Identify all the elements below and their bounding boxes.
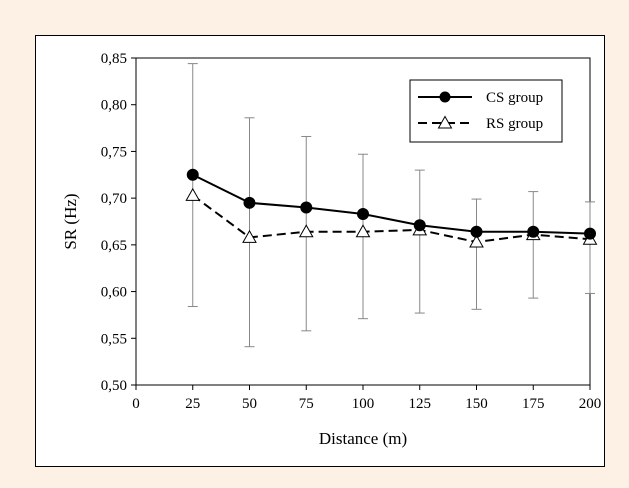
x-tick-label: 125 bbox=[409, 396, 432, 412]
data-point-rs-group bbox=[298, 224, 314, 238]
y-tick-label: 0,80 bbox=[101, 98, 127, 114]
line-chart: 0,50 0,55 0,60 0,65 0,70 0,75 0,80 0,85 0 25 50 75 1… bbox=[61, 51, 602, 448]
legend-marker-cs-group bbox=[439, 91, 451, 103]
x-tick-label: 75 bbox=[299, 396, 314, 412]
y-tick-label: 0,55 bbox=[101, 331, 127, 347]
error-bars bbox=[187, 63, 595, 348]
x-tick-label: 100 bbox=[352, 396, 375, 412]
series-line-rs-group bbox=[192, 194, 591, 244]
y-tick-label: 0,85 bbox=[101, 51, 127, 67]
legend: CS group RS group bbox=[409, 79, 563, 143]
figure-frame: 0,50 0,55 0,60 0,65 0,70 0,75 0,80 0,85 0 25 50 75 1… bbox=[35, 35, 605, 467]
series-lines bbox=[192, 173, 591, 244]
data-point-cs-group bbox=[300, 201, 313, 214]
data-point-cs-group bbox=[527, 225, 540, 238]
x-tick-label: 200 bbox=[579, 396, 602, 412]
legend-marker-rs-group bbox=[437, 115, 453, 129]
x-tick-label: 50 bbox=[242, 396, 257, 412]
legend-box bbox=[409, 79, 563, 143]
axes: 0,50 0,55 0,60 0,65 0,70 0,75 0,80 0,85 0 25 50 75 1… bbox=[101, 51, 602, 412]
data-point-cs-group bbox=[186, 168, 199, 181]
y-tick-label: 0,60 bbox=[101, 285, 127, 301]
data-point-rs-group bbox=[355, 224, 371, 238]
data-point-rs-group bbox=[242, 229, 257, 243]
x-tick-label: 175 bbox=[522, 396, 545, 412]
data-point-cs-group bbox=[584, 227, 596, 240]
x-tick-label: 150 bbox=[465, 396, 488, 412]
data-point-cs-group bbox=[413, 219, 426, 232]
x-tick-label: 25 bbox=[185, 396, 200, 412]
y-tick-label: 0,65 bbox=[101, 238, 127, 254]
series-line-cs-group bbox=[192, 173, 591, 235]
legend-label-cs-group: CS group bbox=[486, 90, 543, 106]
y-axis-label: SR (Hz) bbox=[61, 193, 80, 249]
data-point-rs-group bbox=[185, 187, 201, 201]
data-point-rs-group bbox=[469, 234, 484, 248]
y-tick-label: 0,50 bbox=[101, 378, 127, 394]
data-point-cs-group bbox=[243, 196, 256, 209]
x-axis-label: Distance (m) bbox=[319, 429, 407, 448]
series-markers bbox=[185, 168, 598, 248]
legend-label-rs-group: RS group bbox=[486, 116, 543, 132]
y-tick-label: 0,70 bbox=[101, 191, 127, 207]
data-point-cs-group bbox=[357, 208, 369, 221]
y-tick-label: 0,75 bbox=[101, 144, 127, 160]
x-tick-label: 0 bbox=[132, 396, 140, 412]
data-point-cs-group bbox=[470, 225, 483, 238]
